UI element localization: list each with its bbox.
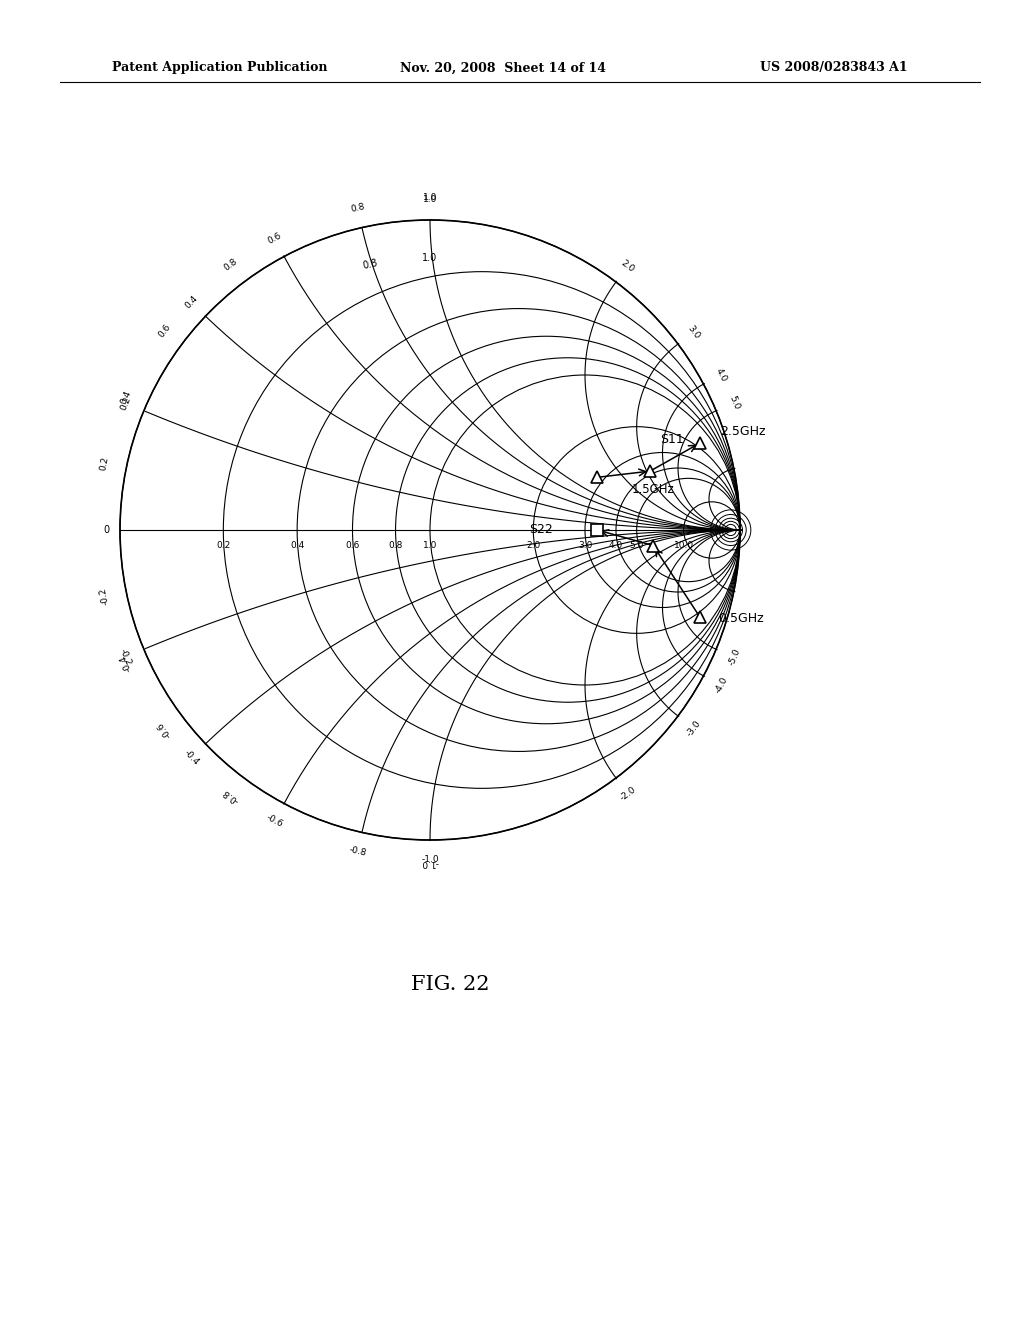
Text: 0.4: 0.4 [290,541,304,550]
Text: 1.0: 1.0 [422,253,437,263]
Text: -4.0: -4.0 [713,676,729,696]
Text: Nov. 20, 2008  Sheet 14 of 14: Nov. 20, 2008 Sheet 14 of 14 [400,62,606,74]
Text: 1.5GHz: 1.5GHz [632,483,675,496]
Text: -0.6: -0.6 [156,719,173,739]
Text: 0: 0 [103,525,110,535]
Text: 0.5GHz: 0.5GHz [718,611,763,624]
Text: 0.4: 0.4 [183,294,200,310]
Text: -0.8: -0.8 [348,846,368,858]
Text: -1.0: -1.0 [421,855,439,865]
Text: 3.0: 3.0 [686,323,701,341]
Text: 0.8: 0.8 [222,256,240,272]
Text: S22: S22 [529,523,553,536]
Text: 0.4: 0.4 [119,389,133,405]
Text: 4.0: 4.0 [609,541,624,550]
Text: -1.0: -1.0 [421,858,439,866]
Text: 0.6: 0.6 [345,541,359,550]
Text: -0.8: -0.8 [221,787,241,804]
Text: -0.2: -0.2 [118,647,133,667]
Text: -0.6: -0.6 [265,813,285,829]
Text: 0.2: 0.2 [119,395,132,412]
Text: 3.0: 3.0 [578,541,592,550]
Text: -0.4: -0.4 [181,748,201,767]
Text: 10.0: 10.0 [674,541,693,550]
Text: 2.0: 2.0 [620,259,636,273]
Text: 0.8: 0.8 [388,541,402,550]
Text: Patent Application Publication: Patent Application Publication [112,62,328,74]
Text: 0.2: 0.2 [216,541,230,550]
Text: -3.0: -3.0 [685,718,702,738]
Text: 0.8: 0.8 [361,259,379,271]
Text: 0.8: 0.8 [349,202,366,214]
Text: 2.0: 2.0 [526,541,541,550]
Text: FIG. 22: FIG. 22 [411,975,489,994]
Text: US 2008/0283843 A1: US 2008/0283843 A1 [760,62,907,74]
Text: -5.0: -5.0 [727,647,742,667]
Text: 4.0: 4.0 [714,367,728,383]
Text: 1.0: 1.0 [423,541,437,550]
Text: 5.0: 5.0 [728,395,741,412]
Text: S11: S11 [660,433,684,446]
Text: -2.0: -2.0 [618,785,638,803]
Text: 2.5GHz: 2.5GHz [720,425,765,438]
Text: 5.0: 5.0 [630,541,644,550]
Text: -0.4: -0.4 [118,653,133,673]
Text: -0.2: -0.2 [98,587,111,606]
Text: 0.6: 0.6 [266,231,284,246]
Text: 1.0: 1.0 [423,194,437,202]
Text: 0.2: 0.2 [99,455,111,471]
Text: 1.0: 1.0 [423,195,437,205]
Text: 0.6: 0.6 [157,322,172,339]
